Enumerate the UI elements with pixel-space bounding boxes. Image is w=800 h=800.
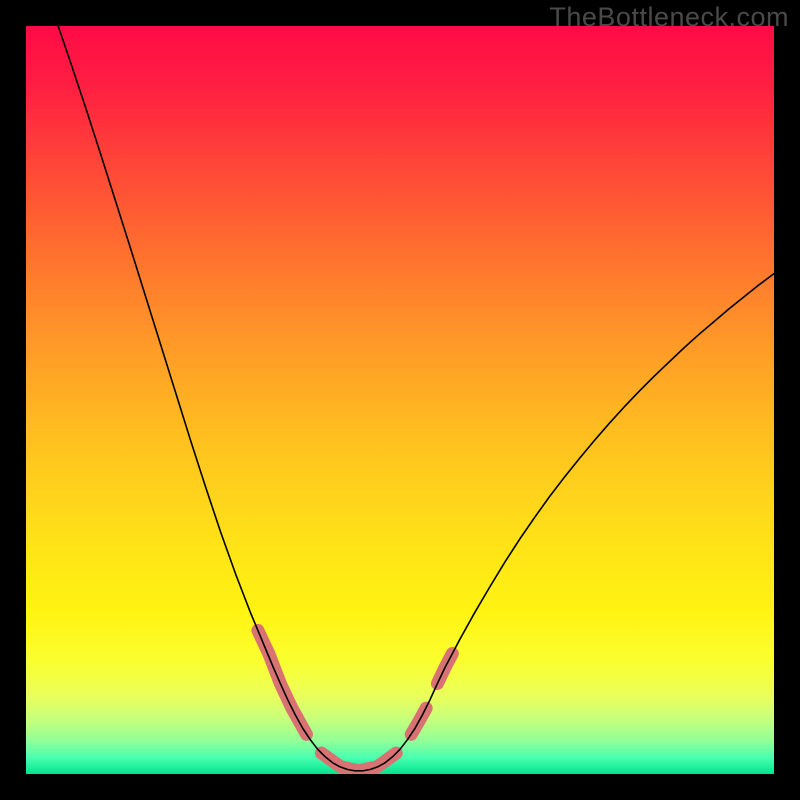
bottleneck-curve bbox=[58, 26, 774, 771]
plot-area bbox=[26, 26, 774, 774]
plot-svg bbox=[26, 26, 774, 774]
highlight-segments bbox=[258, 630, 452, 770]
watermark-label: TheBottleneck.com bbox=[549, 2, 789, 33]
chart-root: TheBottleneck.com bbox=[0, 0, 800, 800]
